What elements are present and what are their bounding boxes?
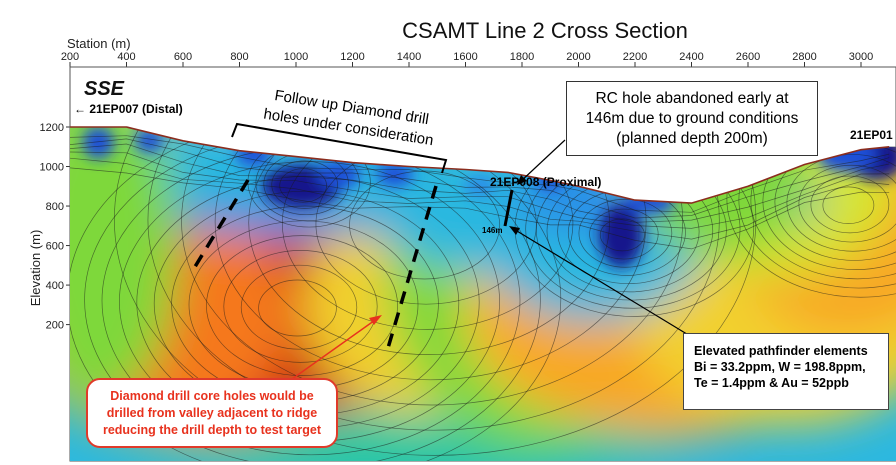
contour-line <box>578 198 673 268</box>
hole-distal-label: ← 21EP007 (Distal) <box>74 102 183 116</box>
field-anomaly <box>82 127 115 159</box>
x-tick-label: 2600 <box>736 51 760 63</box>
rc-callout-line-1: RC hole abandoned early at <box>595 90 789 107</box>
contour-line <box>70 151 890 229</box>
diamond-line-1: Diamond drill core holes would be <box>110 389 314 403</box>
x-tick-label: 2200 <box>623 51 647 63</box>
x-tick-label: 400 <box>117 51 135 63</box>
x-tick-label: 1200 <box>340 51 364 63</box>
rc-callout-line-2: 146m due to ground conditions <box>585 110 799 127</box>
diamond-drill-callout: Diamond drill core holes would be drille… <box>86 378 338 448</box>
depth-label: 146m <box>482 226 502 235</box>
x-axis-label: Station (m) <box>67 36 131 51</box>
pathfinder-arrow <box>511 227 701 343</box>
diamond-arrow <box>291 317 379 380</box>
x-tick-label: 1000 <box>284 51 308 63</box>
y-axis: 200 400 600 800 1000 1200 <box>40 122 70 332</box>
pathfinder-callout: Elevated pathfinder elements Bi = 33.2pp… <box>683 333 889 410</box>
contour-line <box>70 135 890 213</box>
contour-line <box>113 127 757 456</box>
y-tick-label: 400 <box>46 280 64 292</box>
contour-line <box>181 127 684 406</box>
contour-line <box>349 170 501 280</box>
contour-line <box>726 127 896 298</box>
contour-line <box>281 127 574 330</box>
x-tick-label: 600 <box>174 51 192 63</box>
contour-line <box>822 186 875 224</box>
follow-up-bracket <box>231 122 448 174</box>
chart-title: CSAMT Line 2 Cross Section <box>402 18 688 43</box>
rc-arrow-head <box>517 175 527 185</box>
proposed-drill-hole-2 <box>386 185 438 349</box>
y-axis-label: Elevation (m) <box>28 230 43 307</box>
y-tick-label: 800 <box>46 201 64 213</box>
proposed-drill-hole-1 <box>191 179 250 271</box>
x-axis: 200 400 600 800 1000 1200 1400 1600 1800 2000 2200… <box>61 51 873 67</box>
hole-proximal-label: 21EP008 (Proximal) <box>490 175 601 189</box>
x-tick-label: 1600 <box>453 51 477 63</box>
pathfinder-arrow-head <box>509 226 520 235</box>
contour-line <box>589 208 659 260</box>
x-tick-label: 2000 <box>566 51 590 63</box>
field-anomaly <box>463 176 496 197</box>
contour-line <box>206 235 398 376</box>
contour-line <box>223 250 378 363</box>
y-tick-label: 600 <box>46 241 64 253</box>
contour-line <box>750 127 896 280</box>
hole-right-label: 21EP01 <box>850 128 893 142</box>
pathfinder-line-2: Bi = 33.2ppm, W = 198.8ppm, <box>694 360 866 374</box>
x-tick-label: 1400 <box>397 51 421 63</box>
y-tick-label: 200 <box>46 320 64 332</box>
contour-line <box>258 279 337 337</box>
x-tick-label: 200 <box>61 51 79 63</box>
pathfinder-line-3: Te = 1.4ppm & Au = 52ppb <box>694 376 849 390</box>
contour-line <box>786 154 896 252</box>
x-tick-label: 3000 <box>849 51 873 63</box>
contour-line <box>147 127 720 431</box>
diamond-line-2: drilled from valley adjacent to ridge <box>106 406 318 420</box>
contour-line <box>70 127 562 461</box>
contour-line <box>70 143 890 223</box>
x-tick-label: 2400 <box>679 51 703 63</box>
y-tick-label: 1200 <box>40 122 64 134</box>
rc-arrow <box>518 139 566 184</box>
rc-drill-hole <box>503 189 514 227</box>
x-tick-label: 800 <box>230 51 248 63</box>
contour-line <box>248 127 610 355</box>
direction-label: SSE <box>84 78 125 100</box>
y-tick-label: 1000 <box>40 162 64 174</box>
x-tick-label: 2800 <box>792 51 816 63</box>
contour-line <box>798 164 896 243</box>
x-tick-label: 1800 <box>510 51 534 63</box>
rc-callout-line-3: (planned depth 200m) <box>616 130 768 147</box>
diamond-line-3: reducing the drill depth to test target <box>102 423 322 437</box>
pathfinder-line-1: Elevated pathfinder elements <box>694 344 868 358</box>
ground-surface-line <box>70 126 890 204</box>
contour-line <box>70 138 890 219</box>
contour-line <box>599 218 645 252</box>
contour-line <box>810 175 890 234</box>
field-anomaly <box>376 162 413 187</box>
contour-line <box>271 160 338 209</box>
rc-hole-callout: RC hole abandoned early at 146m due to g… <box>566 81 818 156</box>
contour-line <box>240 264 358 350</box>
field-zone <box>70 127 179 406</box>
diamond-arrow-head <box>369 315 382 325</box>
field-anomaly <box>598 203 643 268</box>
